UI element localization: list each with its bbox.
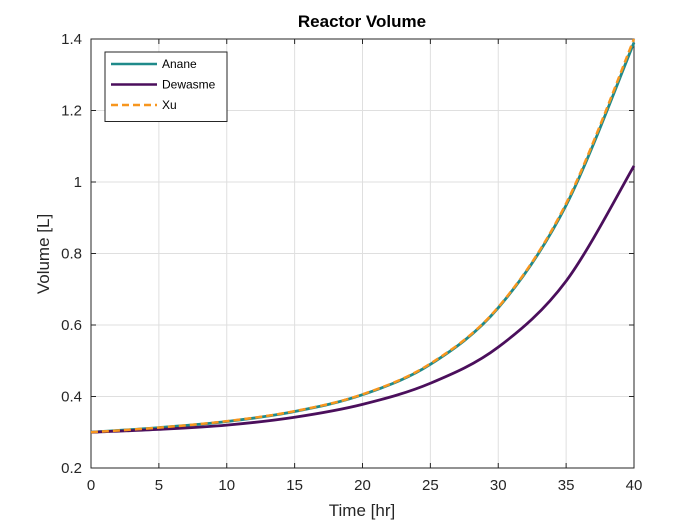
x-tick-label: 25 bbox=[422, 477, 439, 494]
x-axis-label: Time [hr] bbox=[329, 501, 395, 520]
legend: Anane Dewasme Xu bbox=[104, 51, 228, 122]
legend-label-xu: Xu bbox=[162, 98, 177, 112]
x-tick-label: 5 bbox=[155, 477, 163, 494]
legend-label-anane: Anane bbox=[162, 57, 197, 71]
x-tick-label: 30 bbox=[490, 477, 507, 494]
x-tick-label: 0 bbox=[87, 477, 95, 494]
y-tick-label: 0.8 bbox=[61, 246, 82, 263]
axis-ticks: 0 5 10 15 20 25 30 35 40 0.2 0.4 0.6 0.8 1 1.2 1.4 bbox=[61, 31, 642, 494]
y-tick-label: 0.4 bbox=[61, 389, 82, 406]
y-axis-label: Volume [L] bbox=[34, 214, 53, 294]
series-line-dewasme bbox=[90, 165, 636, 434]
y-tick-label: 0.6 bbox=[61, 317, 82, 334]
x-tick-label: 10 bbox=[218, 477, 235, 494]
x-tick-label: 35 bbox=[558, 477, 575, 494]
y-tick-label: 0.2 bbox=[61, 460, 82, 477]
legend-label-dewasme: Dewasme bbox=[162, 78, 216, 92]
x-tick-label: 15 bbox=[286, 477, 303, 494]
series-layer bbox=[90, 38, 636, 434]
series-line-xu bbox=[90, 38, 636, 434]
y-tick-label: 1.2 bbox=[61, 103, 82, 120]
y-tick-label: 1 bbox=[74, 174, 82, 191]
y-tick-label: 1.4 bbox=[61, 31, 82, 48]
x-tick-label: 40 bbox=[626, 477, 643, 494]
x-tick-label: 20 bbox=[354, 477, 371, 494]
chart-title: Reactor Volume bbox=[298, 12, 426, 31]
grid bbox=[90, 38, 635, 469]
